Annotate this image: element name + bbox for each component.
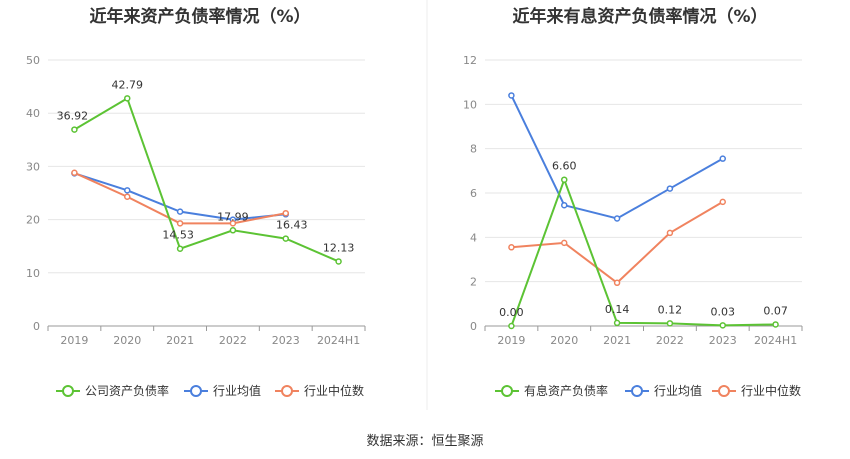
chart1-data-label-3: 0.12 — [658, 303, 683, 316]
chart0-series-0-point-5[interactable] — [335, 258, 342, 265]
chart0-y-tick-label-0: 0 — [33, 320, 40, 333]
chart0-series-1-point-1[interactable] — [124, 187, 131, 194]
chart1-x-tick-label-3: 2022 — [656, 334, 684, 347]
chart0-y-tick-label-5: 50 — [26, 54, 40, 67]
chart1-y-tick-label-6: 12 — [463, 54, 477, 67]
chart1-y-tick-label-4: 8 — [470, 143, 477, 156]
chart0-series-0-point-3[interactable] — [229, 227, 237, 234]
chart1-y-tick-label-1: 2 — [470, 276, 477, 289]
chart1-series-2-point-4[interactable] — [719, 198, 726, 206]
chart0-data-label-4: 16.43 — [276, 219, 308, 232]
chart0-x-tick-label-0: 2019 — [60, 334, 88, 347]
chart1-y-tick-label-5: 10 — [463, 98, 477, 111]
chart0-data-label-1: 42.79 — [112, 78, 144, 91]
chart0-data-label-0: 36.92 — [57, 110, 89, 123]
chart1-x-tick-label-1: 2020 — [550, 334, 578, 347]
chart0-series-2-point-0[interactable] — [71, 169, 78, 177]
chart1-series-0-point-5[interactable] — [772, 321, 779, 328]
chart1-series-0-point-3[interactable] — [666, 320, 674, 327]
chart1-x-tick-label-5: 2024H1 — [754, 334, 797, 347]
chart1-series-2-point-0[interactable] — [508, 244, 515, 251]
chart0-series-0-line — [73, 96, 339, 263]
chart0-legend-1-label[interactable]: 行业均值 — [213, 383, 261, 398]
chart0-data-label-3: 17.99 — [217, 210, 249, 223]
chart1-series-2-point-1[interactable] — [561, 239, 568, 247]
chart0-series-1-point-2[interactable] — [176, 208, 184, 215]
data-source-note: 数据来源：恒生聚源 — [366, 434, 484, 449]
chart-title-right: 近年来有息资产负债率情况（%） — [512, 7, 768, 27]
chart1-y-tick-label-3: 6 — [470, 187, 477, 200]
chart0-legend-2-label[interactable]: 行业中位数 — [304, 383, 364, 398]
chart1-series-1-point-4[interactable] — [719, 155, 726, 162]
chart1-data-label-0: 0.00 — [499, 306, 524, 319]
chart1-data-label-1: 6.60 — [552, 160, 577, 173]
chart1-series-2-point-2[interactable] — [613, 279, 621, 287]
chart1-legend-0-marker[interactable] — [501, 385, 513, 397]
chart1-series-1-point-1[interactable] — [561, 201, 568, 209]
chart0-x-tick-label-2: 2021 — [166, 334, 194, 347]
chart0-x-tick-label-4: 2023 — [272, 334, 300, 347]
chart1-series-0-point-2[interactable] — [613, 319, 621, 327]
chart1-x-tick-label-4: 2023 — [709, 334, 737, 347]
chart0-legend-2-marker[interactable] — [281, 385, 293, 397]
chart0-x-tick-label-1: 2020 — [113, 334, 141, 347]
chart0-series-0-point-1[interactable] — [124, 95, 131, 102]
chart1-data-label-5: 0.07 — [763, 304, 788, 317]
chart0-legend-0-marker[interactable] — [62, 385, 74, 397]
chart1-x-tick-label-0: 2019 — [497, 334, 525, 347]
chart0-y-tick-label-2: 20 — [26, 214, 40, 227]
chart1-series-0-point-0[interactable] — [508, 322, 515, 330]
chart0-x-tick-label-5: 2024H1 — [317, 334, 360, 347]
chart1-x-tick-label-2: 2021 — [603, 334, 631, 347]
chart0-legend-1-marker[interactable] — [190, 385, 202, 397]
chart0-legend-0-label[interactable]: 公司资产负债率 — [85, 383, 169, 398]
chart0-y-tick-label-1: 10 — [26, 267, 40, 280]
chart1-data-label-4: 0.03 — [711, 305, 736, 318]
chart1-series-1-point-0[interactable] — [508, 92, 515, 99]
chart1-series-0-point-1[interactable] — [561, 176, 568, 183]
chart0-y-tick-label-3: 30 — [26, 160, 40, 173]
chart0-data-label-5: 12.13 — [323, 241, 355, 254]
chart1-legend-1-label[interactable]: 行业均值 — [654, 383, 702, 398]
chart1-series-1-point-2[interactable] — [613, 215, 621, 222]
chart0-x-tick-label-3: 2022 — [219, 334, 247, 347]
chart1-legend-2-label[interactable]: 行业中位数 — [741, 383, 801, 398]
chart-title-left: 近年来资产负债率情况（%） — [89, 7, 311, 27]
chart0-series-0-point-4[interactable] — [282, 235, 289, 242]
chart0-series-2-point-4[interactable] — [282, 209, 289, 217]
chart0-y-tick-label-4: 40 — [26, 107, 40, 120]
chart1-legend-2-marker[interactable] — [718, 385, 730, 397]
chart0-series-0-point-2[interactable] — [176, 245, 184, 252]
chart0-series-2-point-1[interactable] — [124, 193, 131, 200]
chart1-series-0-point-4[interactable] — [719, 322, 726, 329]
chart1-y-tick-label-0: 0 — [470, 320, 477, 333]
chart1-data-label-2: 0.14 — [605, 303, 630, 316]
chart1-legend-1-marker[interactable] — [631, 385, 643, 397]
chart1-series-1-line — [510, 95, 724, 220]
chart0-series-0-point-0[interactable] — [71, 126, 78, 133]
chart0-data-label-2: 14.53 — [162, 229, 194, 242]
chart0-series-2-point-2[interactable] — [176, 220, 184, 227]
chart0-series-2-point-3[interactable] — [229, 220, 237, 227]
chart1-y-tick-label-2: 4 — [470, 231, 477, 244]
chart0-series-2-line — [74, 171, 286, 225]
chart1-legend-0-label[interactable]: 有息资产负债率 — [524, 383, 608, 398]
chart1-series-1-point-3[interactable] — [666, 185, 674, 192]
chart1-series-0-line — [510, 176, 776, 327]
chart1-series-2-point-3[interactable] — [666, 229, 674, 237]
chart1-series-2-line — [511, 201, 724, 285]
